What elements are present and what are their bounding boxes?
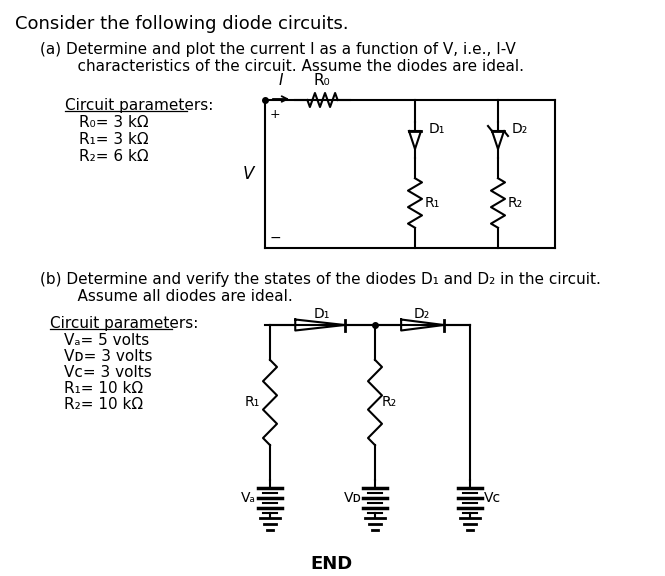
Text: characteristics of the circuit. Assume the diodes are ideal.: characteristics of the circuit. Assume t…: [58, 59, 524, 74]
Text: R₁= 3 kΩ: R₁= 3 kΩ: [79, 132, 148, 147]
Text: Vᴅ: Vᴅ: [344, 491, 362, 505]
Text: R₂= 6 kΩ: R₂= 6 kΩ: [79, 149, 148, 164]
Text: D₂: D₂: [414, 307, 430, 321]
Text: Vᴄ: Vᴄ: [483, 491, 501, 505]
Text: R₀= 3 kΩ: R₀= 3 kΩ: [79, 115, 148, 130]
Text: Circuit parameters:: Circuit parameters:: [50, 316, 198, 331]
Text: R₁: R₁: [244, 395, 259, 409]
Text: R₂: R₂: [508, 196, 523, 210]
Text: END: END: [311, 555, 353, 573]
Text: D₁: D₁: [429, 122, 446, 136]
Text: Consider the following diode circuits.: Consider the following diode circuits.: [15, 15, 348, 33]
Text: I: I: [279, 73, 283, 88]
Text: (b) Determine and verify the states of the diodes D₁ and D₂ in the circuit.: (b) Determine and verify the states of t…: [40, 272, 601, 287]
Text: D₁: D₁: [314, 307, 331, 321]
Text: (a) Determine and plot the current I as a function of V, i.e., I-V: (a) Determine and plot the current I as …: [40, 42, 516, 57]
Text: Vᴄ= 3 volts: Vᴄ= 3 volts: [64, 365, 152, 380]
Text: +: +: [270, 108, 281, 120]
Text: Circuit parameters:: Circuit parameters:: [65, 98, 213, 113]
Text: Assume all diodes are ideal.: Assume all diodes are ideal.: [58, 289, 293, 304]
Text: Vₐ: Vₐ: [241, 491, 255, 505]
Text: D₂: D₂: [512, 122, 528, 136]
Text: R₁: R₁: [425, 196, 440, 210]
Text: −: −: [270, 231, 281, 245]
Text: R₁= 10 kΩ: R₁= 10 kΩ: [64, 381, 143, 396]
Text: V: V: [242, 165, 253, 183]
Text: Vᴅ= 3 volts: Vᴅ= 3 volts: [64, 349, 152, 364]
Text: Vₐ= 5 volts: Vₐ= 5 volts: [64, 333, 149, 348]
Text: R₂= 10 kΩ: R₂= 10 kΩ: [64, 397, 143, 412]
Text: R₀: R₀: [314, 73, 331, 88]
Text: R₂: R₂: [382, 395, 396, 409]
